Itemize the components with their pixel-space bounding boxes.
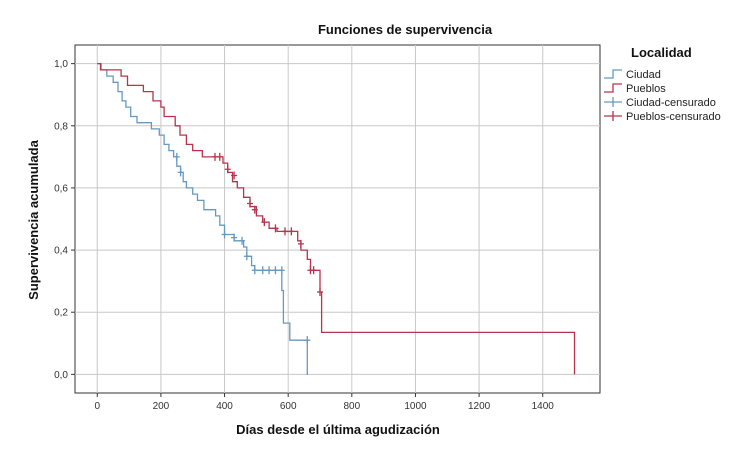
censor-mark: [288, 227, 295, 236]
x-tick-label: 1400: [532, 401, 555, 412]
legend-label: Ciudad: [626, 69, 661, 81]
y-tick-label: 1,0: [54, 59, 68, 70]
censor-mark: [231, 171, 238, 180]
legend-label: Pueblos-censurado: [626, 111, 721, 123]
legend-items: Ciudad Pueblos Ciudad-censurado Pueblos-cen…: [604, 69, 721, 123]
x-tick-label: 0: [94, 401, 100, 412]
censor-mark: [247, 199, 253, 208]
legend-item: Ciudad: [604, 69, 661, 81]
censor-mark: [239, 236, 246, 245]
legend-title: Localidad: [631, 45, 692, 60]
censor-mark: [216, 152, 223, 161]
y-tick-label: 0,4: [54, 246, 68, 257]
series-layer: [97, 62, 576, 376]
x-tick-label: 800: [343, 401, 360, 412]
x-tick-label: 1000: [404, 401, 427, 412]
censor-mark: [251, 266, 258, 275]
censor-mark: [266, 266, 273, 275]
censor-mark: [278, 266, 285, 275]
x-axis-label: Días desde el última agudización: [236, 422, 440, 437]
censor-mark: [261, 218, 268, 227]
censor-marks: [173, 152, 323, 345]
legend-item: Pueblos: [604, 83, 666, 95]
legend-swatch: [604, 97, 622, 107]
legend-item: Pueblos-censurado: [604, 111, 721, 123]
series-line-2: [97, 62, 576, 375]
censor-mark: [272, 224, 279, 233]
censor-mark: [243, 252, 250, 261]
legend-swatch: [604, 69, 622, 79]
gridlines: [75, 45, 600, 393]
censor-mark: [173, 152, 180, 161]
y-axis-label: Supervivencia acumulada: [26, 139, 41, 299]
censor-mark: [310, 266, 317, 275]
legend-label: Ciudad-censurado: [626, 97, 716, 109]
y-tick-label: 0,0: [54, 370, 68, 381]
legend: Localidad Ciudad Pueblos Ciudad-censurado P…: [604, 45, 721, 123]
censor-mark: [231, 233, 238, 242]
legend-label: Pueblos: [626, 83, 666, 95]
censor-mark: [221, 230, 228, 239]
legend-swatch: [604, 83, 622, 93]
y-tick-label: 0,8: [54, 121, 68, 132]
censor-mark: [259, 266, 266, 275]
x-axis-ticks: 0 200 400 600 800 1000 1200 1400: [94, 393, 554, 412]
censor-mark: [251, 205, 258, 214]
series-line-1: [97, 62, 308, 376]
y-tick-label: 0,2: [54, 308, 68, 319]
y-tick-label: 0,6: [54, 183, 68, 194]
censor-mark: [282, 227, 288, 236]
chart-title: Funciones de supervivencia: [318, 22, 493, 37]
censor-mark: [272, 266, 279, 275]
legend-swatch: [604, 111, 622, 121]
legend-item: Ciudad-censurado: [604, 97, 716, 109]
censor-mark: [224, 165, 231, 174]
y-axis-ticks: 0,0 0,2 0,4 0,6 0,8 1,0: [54, 59, 75, 381]
censor-mark: [317, 288, 323, 297]
plot-area-frame: [74, 44, 601, 394]
x-tick-label: 1200: [468, 401, 491, 412]
x-tick-label: 400: [216, 401, 233, 412]
censor-mark: [177, 168, 184, 177]
x-tick-label: 200: [153, 401, 170, 412]
censor-mark: [297, 239, 304, 248]
x-tick-label: 600: [280, 401, 297, 412]
censor-mark: [304, 336, 311, 345]
